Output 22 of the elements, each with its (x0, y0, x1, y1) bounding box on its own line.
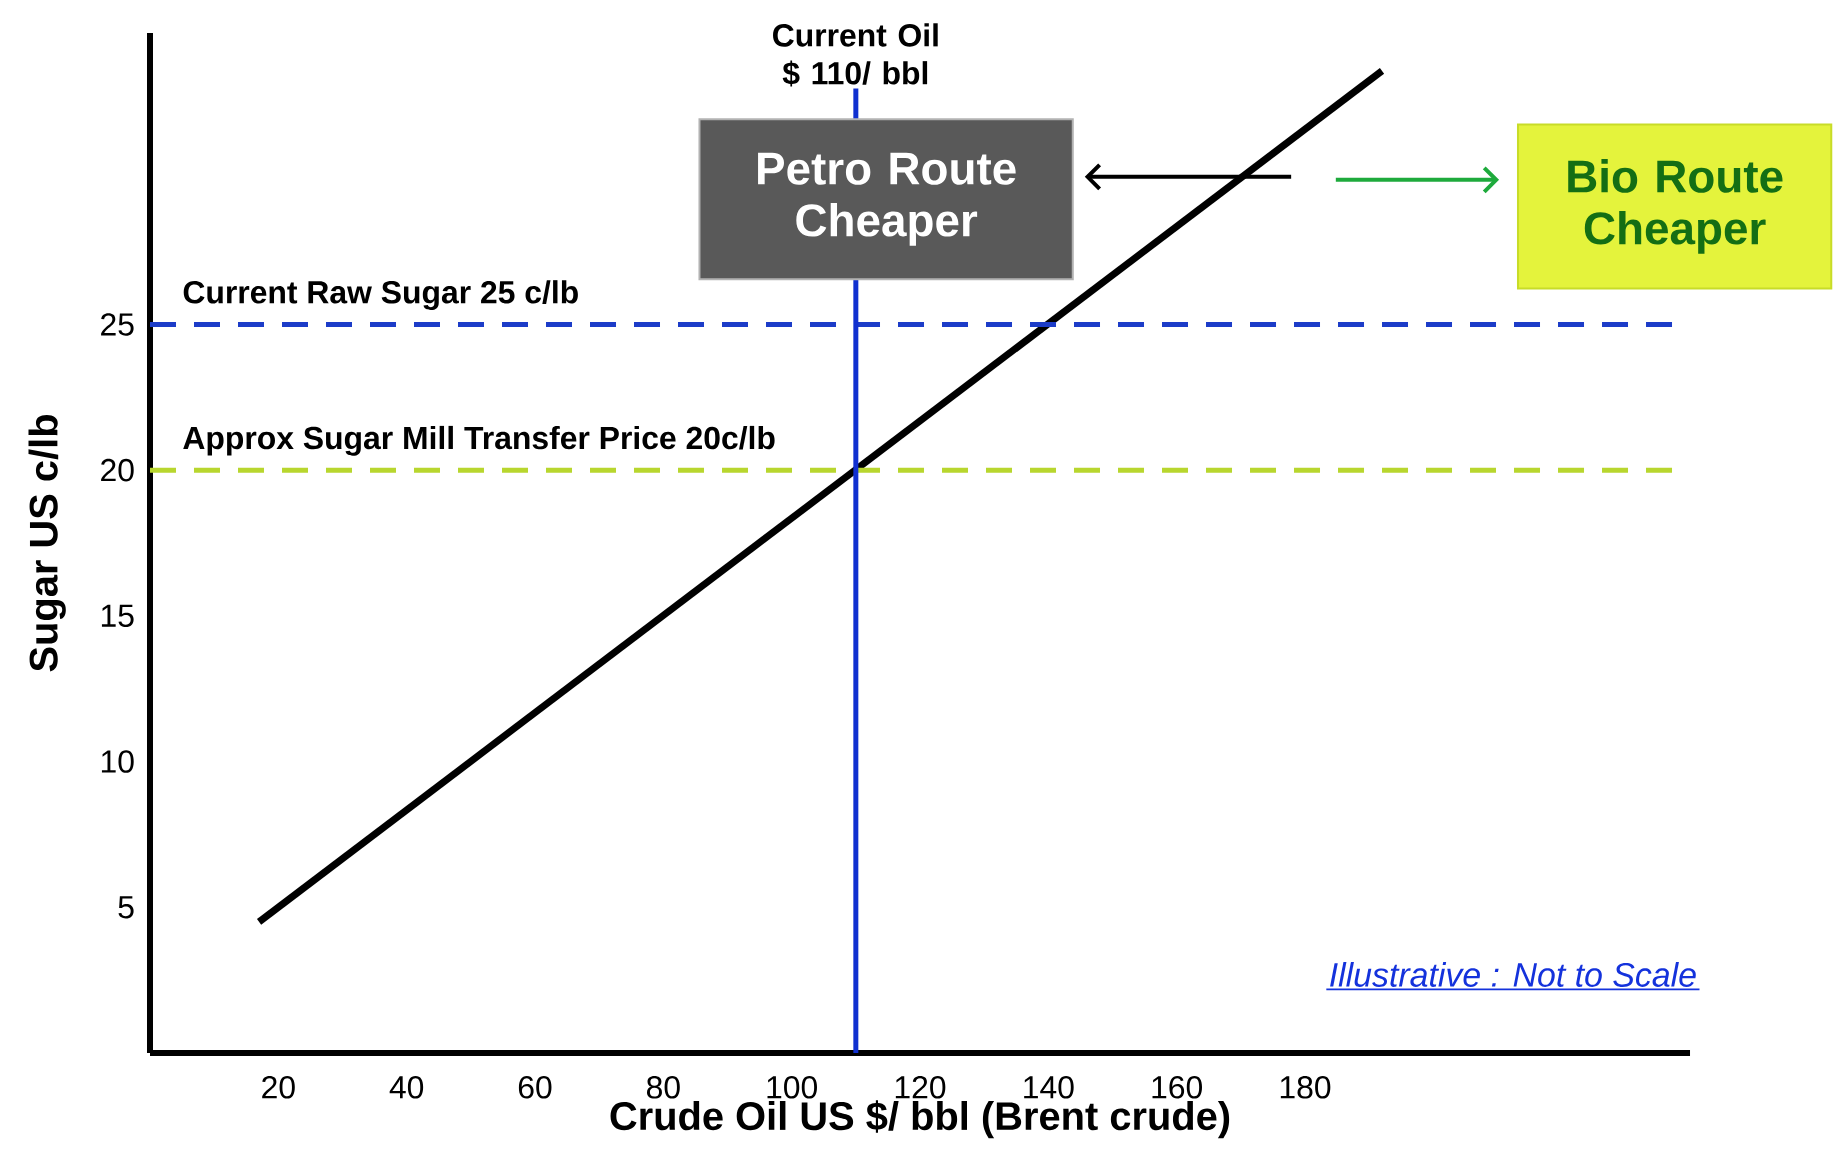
x-tick-label: 140 (1024, 1076, 1074, 1099)
x-tick-label: 80 (646, 1076, 680, 1099)
x-tick-label: 60 (518, 1076, 552, 1099)
x-tick-label: 40 (389, 1076, 424, 1099)
x-tick-label: 160 (1152, 1076, 1202, 1099)
ref-line-label: Approx Sugar Mill Transfer Price 20c/lb (183, 425, 775, 456)
ref-line-label: Current Raw Sugar 25 c/lb (183, 280, 578, 311)
annotation: Bio Route Cheaper (1568, 159, 1783, 254)
x-tick-label: 20 (262, 1076, 295, 1099)
y-tick-label: 10 (101, 750, 134, 773)
x-tick-label: 100 (767, 1076, 817, 1099)
y-tick-label: 5 (118, 896, 134, 919)
annotation: Petro Route Cheaper (758, 152, 1016, 246)
y-axis-title: Sugar US c/lb (28, 415, 66, 672)
x-axis-title: Crude Oil US $/ bbl (Brent crude) (610, 1100, 1230, 1139)
x-tick-label: 180 (1280, 1076, 1331, 1099)
annotation: Illustrative : Not to Scale (1330, 962, 1696, 987)
y-tick-label: 15 (101, 604, 134, 627)
y-tick-label: 20 (101, 458, 134, 482)
x-tick-label: 120 (895, 1076, 946, 1099)
y-tick-label: 25 (101, 313, 134, 336)
ref-line-label: Current Oil $ 110/ bbl (773, 23, 938, 87)
